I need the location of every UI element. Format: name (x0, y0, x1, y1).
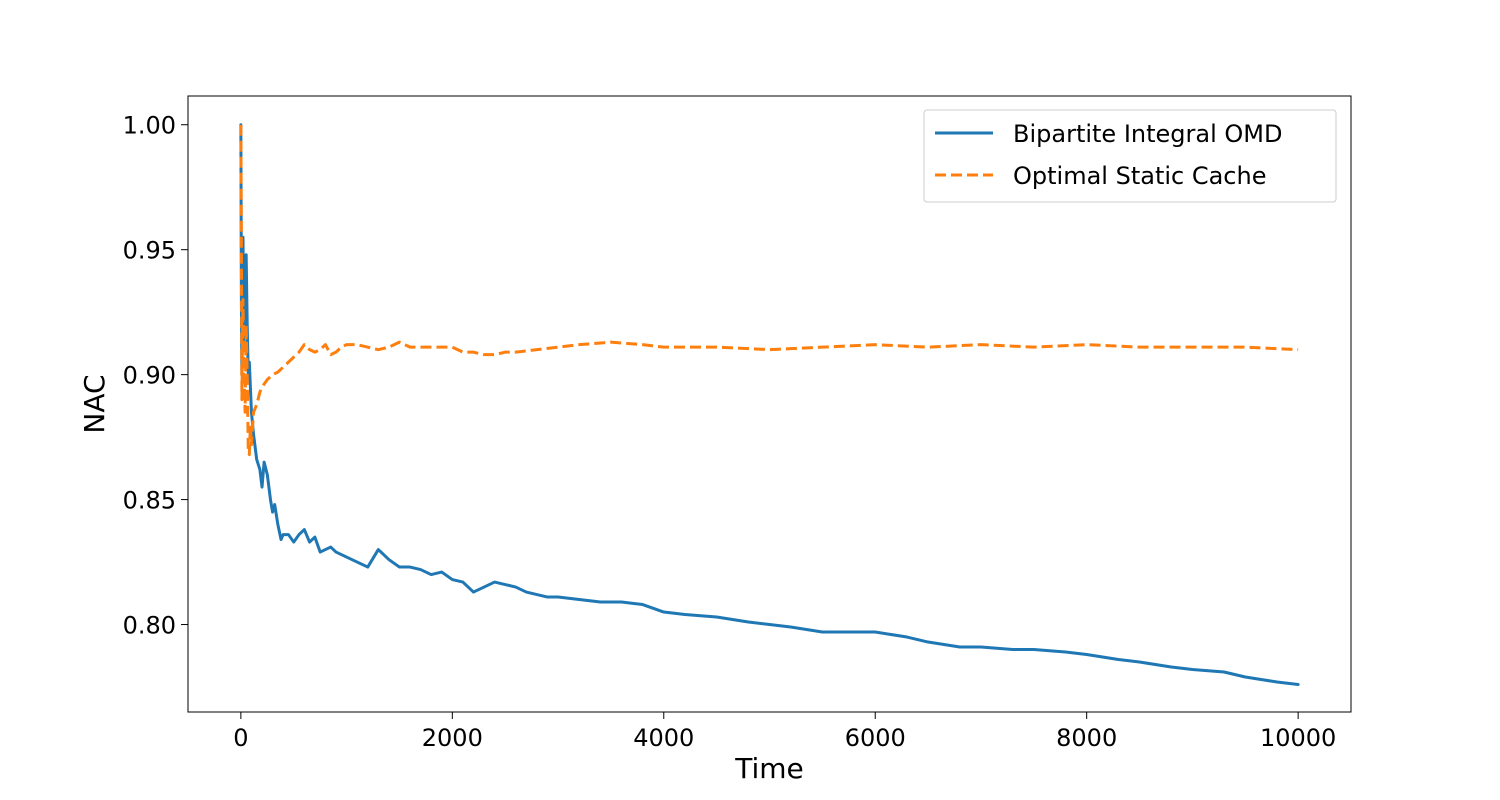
x-axis-label: Time (734, 752, 804, 785)
series-layer (239, 123, 1300, 687)
legend-label-optimal-static-cache: Optimal Static Cache (1013, 162, 1266, 190)
legend-box (923, 109, 1337, 203)
plot-frame (187, 95, 1352, 713)
x-tick-label: 2000 (422, 724, 483, 752)
x-tick-label: 6000 (845, 724, 906, 752)
y-axis-ticks: 0.80 0.85 0.90 0.95 1.00 (123, 112, 188, 640)
x-tick-label: 8000 (1056, 724, 1117, 752)
y-axis-label: NAC (78, 374, 111, 433)
legend: Bipartite Integral OMD Optimal Static Ca… (923, 109, 1337, 203)
x-axis-ticks: 0 2000 4000 6000 8000 10000 (233, 712, 1336, 752)
y-tick-label: 0.85 (123, 487, 176, 515)
x-tick-label: 4000 (633, 724, 694, 752)
y-tick-label: 1.00 (123, 112, 176, 140)
series-line-optimal-static-cache (239, 124, 1299, 457)
legend-label-bipartite-integral-omd: Bipartite Integral OMD (1013, 120, 1282, 148)
series-line-bipartite-integral-omd (239, 123, 1300, 687)
x-tick-label: 10000 (1260, 724, 1336, 752)
y-tick-label: 0.95 (123, 237, 176, 265)
x-tick-label: 0 (233, 724, 248, 752)
y-tick-label: 0.80 (123, 612, 176, 640)
y-tick-label: 0.90 (123, 362, 176, 390)
